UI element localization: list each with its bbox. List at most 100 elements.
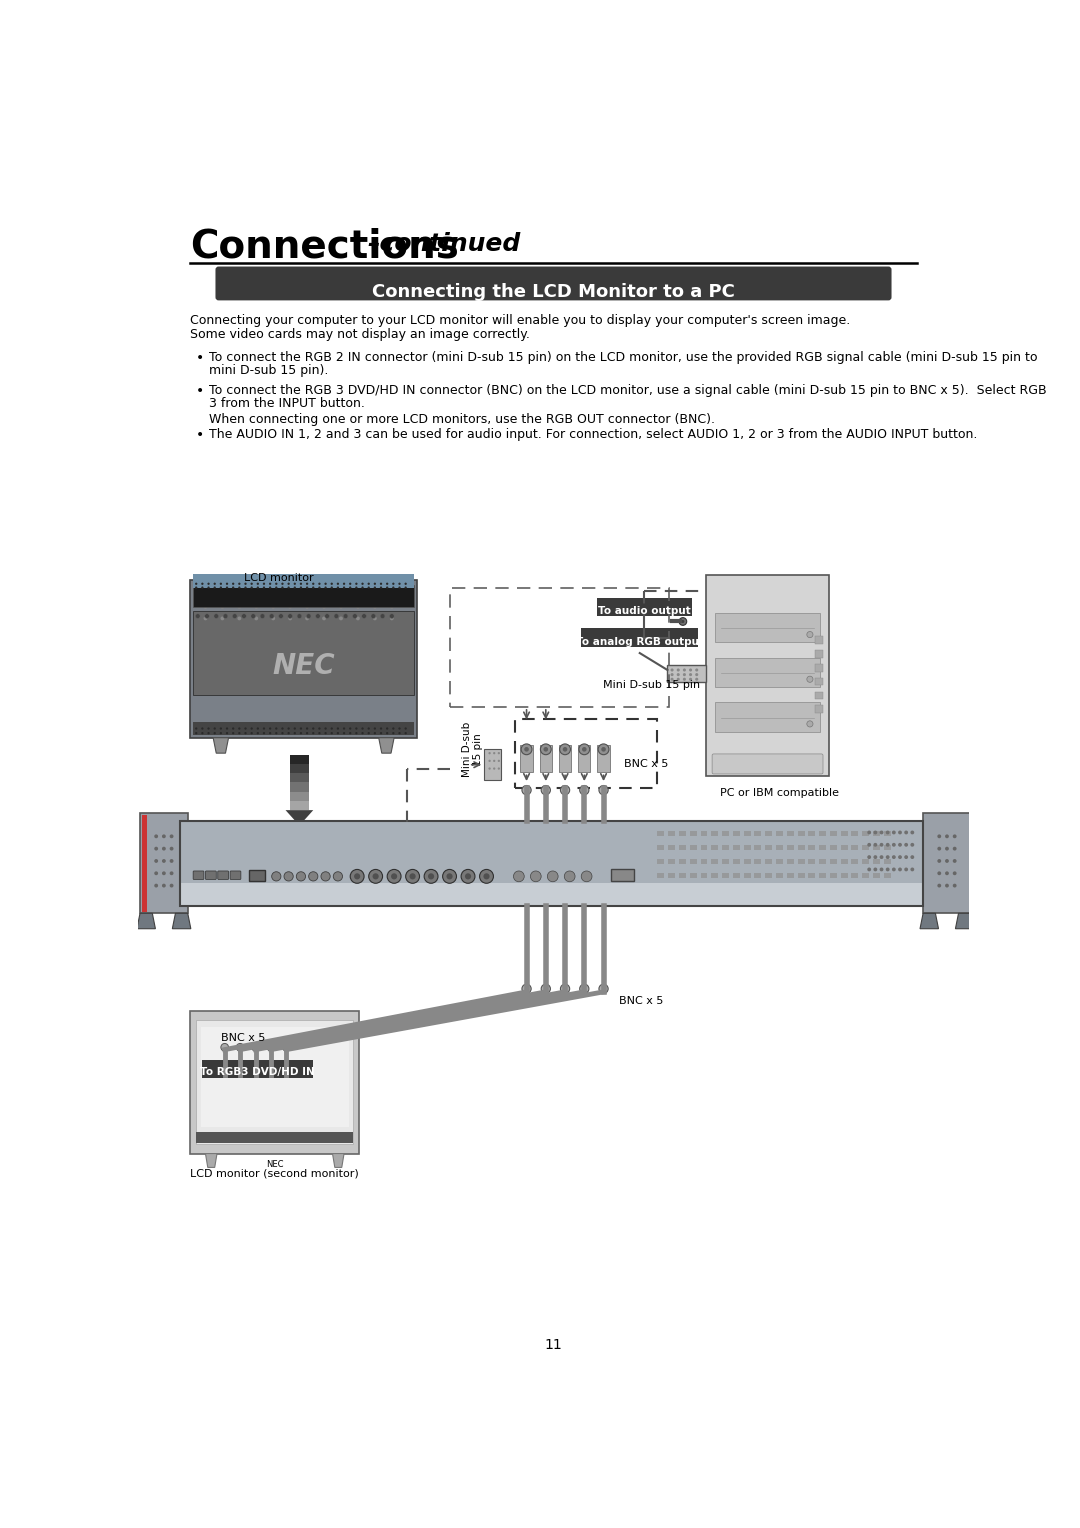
Circle shape xyxy=(214,727,216,730)
Circle shape xyxy=(367,587,369,588)
Circle shape xyxy=(390,616,394,620)
Circle shape xyxy=(170,883,174,888)
Text: To connect the RGB 3 DVD/HD IN connector (BNC) on the LCD monitor, use a signal : To connect the RGB 3 DVD/HD IN connector… xyxy=(210,384,1047,397)
Bar xyxy=(815,692,823,700)
Circle shape xyxy=(581,871,592,882)
Circle shape xyxy=(892,868,895,871)
Circle shape xyxy=(374,587,376,588)
FancyBboxPatch shape xyxy=(578,746,591,773)
Circle shape xyxy=(392,582,394,585)
Circle shape xyxy=(386,587,389,588)
Circle shape xyxy=(355,587,357,588)
Circle shape xyxy=(330,587,333,588)
Circle shape xyxy=(541,785,551,795)
Circle shape xyxy=(904,831,908,834)
Bar xyxy=(679,872,686,879)
Circle shape xyxy=(269,727,271,730)
Bar xyxy=(291,801,309,810)
Circle shape xyxy=(207,587,210,588)
Circle shape xyxy=(405,732,407,735)
Bar xyxy=(658,831,664,836)
FancyBboxPatch shape xyxy=(230,871,241,880)
Circle shape xyxy=(154,871,158,876)
FancyBboxPatch shape xyxy=(193,723,414,735)
Circle shape xyxy=(689,668,692,671)
Circle shape xyxy=(937,871,941,876)
Circle shape xyxy=(899,868,902,871)
Circle shape xyxy=(262,732,265,735)
Circle shape xyxy=(513,871,524,882)
Circle shape xyxy=(251,614,256,619)
Bar xyxy=(798,845,805,850)
Circle shape xyxy=(226,727,228,730)
Bar xyxy=(787,872,794,879)
Bar xyxy=(744,845,751,850)
Circle shape xyxy=(945,871,949,876)
Circle shape xyxy=(239,732,241,735)
Circle shape xyxy=(405,582,407,585)
Circle shape xyxy=(226,732,228,735)
Circle shape xyxy=(300,732,302,735)
Circle shape xyxy=(219,582,222,585)
Circle shape xyxy=(324,732,327,735)
Circle shape xyxy=(321,872,330,882)
Circle shape xyxy=(251,582,253,585)
Circle shape xyxy=(683,678,686,681)
Circle shape xyxy=(350,869,364,883)
Bar xyxy=(723,872,729,879)
Bar xyxy=(669,845,675,850)
Bar xyxy=(755,872,761,879)
Circle shape xyxy=(945,847,949,851)
Text: Connections: Connections xyxy=(190,228,459,266)
Text: BNC x 5: BNC x 5 xyxy=(619,996,663,1005)
Bar xyxy=(808,859,815,863)
Circle shape xyxy=(324,582,327,585)
Bar xyxy=(723,845,729,850)
Circle shape xyxy=(267,1044,274,1051)
Circle shape xyxy=(349,582,351,585)
Circle shape xyxy=(564,871,575,882)
Circle shape xyxy=(226,587,228,588)
Circle shape xyxy=(287,727,289,730)
Circle shape xyxy=(399,587,401,588)
Circle shape xyxy=(244,727,246,730)
Circle shape xyxy=(953,883,957,888)
Circle shape xyxy=(201,587,203,588)
Circle shape xyxy=(162,847,166,851)
Text: To audio output: To audio output xyxy=(598,607,691,616)
Circle shape xyxy=(269,614,274,619)
Polygon shape xyxy=(213,738,229,753)
Circle shape xyxy=(484,874,489,880)
Circle shape xyxy=(399,727,401,730)
Circle shape xyxy=(582,747,586,752)
Circle shape xyxy=(904,843,908,847)
Circle shape xyxy=(945,859,949,863)
Bar xyxy=(755,859,761,863)
Bar xyxy=(291,773,309,782)
Bar xyxy=(701,845,707,850)
Circle shape xyxy=(446,874,453,880)
Bar xyxy=(798,831,805,836)
Circle shape xyxy=(354,874,361,880)
Circle shape xyxy=(563,747,567,752)
Circle shape xyxy=(386,582,389,585)
Circle shape xyxy=(343,727,346,730)
Bar xyxy=(712,872,718,879)
Circle shape xyxy=(288,605,292,608)
FancyBboxPatch shape xyxy=(715,703,820,732)
Circle shape xyxy=(910,843,915,847)
Circle shape xyxy=(488,752,490,755)
Text: Some video cards may not display an image correctly.: Some video cards may not display an imag… xyxy=(190,329,530,341)
Circle shape xyxy=(296,872,306,882)
Circle shape xyxy=(219,587,222,588)
Circle shape xyxy=(362,732,364,735)
Circle shape xyxy=(953,847,957,851)
Bar xyxy=(744,859,751,863)
Circle shape xyxy=(287,732,289,735)
Circle shape xyxy=(312,732,314,735)
Bar xyxy=(777,845,783,850)
FancyBboxPatch shape xyxy=(715,657,820,688)
Circle shape xyxy=(297,614,301,619)
Bar xyxy=(733,859,740,863)
Bar xyxy=(733,845,740,850)
